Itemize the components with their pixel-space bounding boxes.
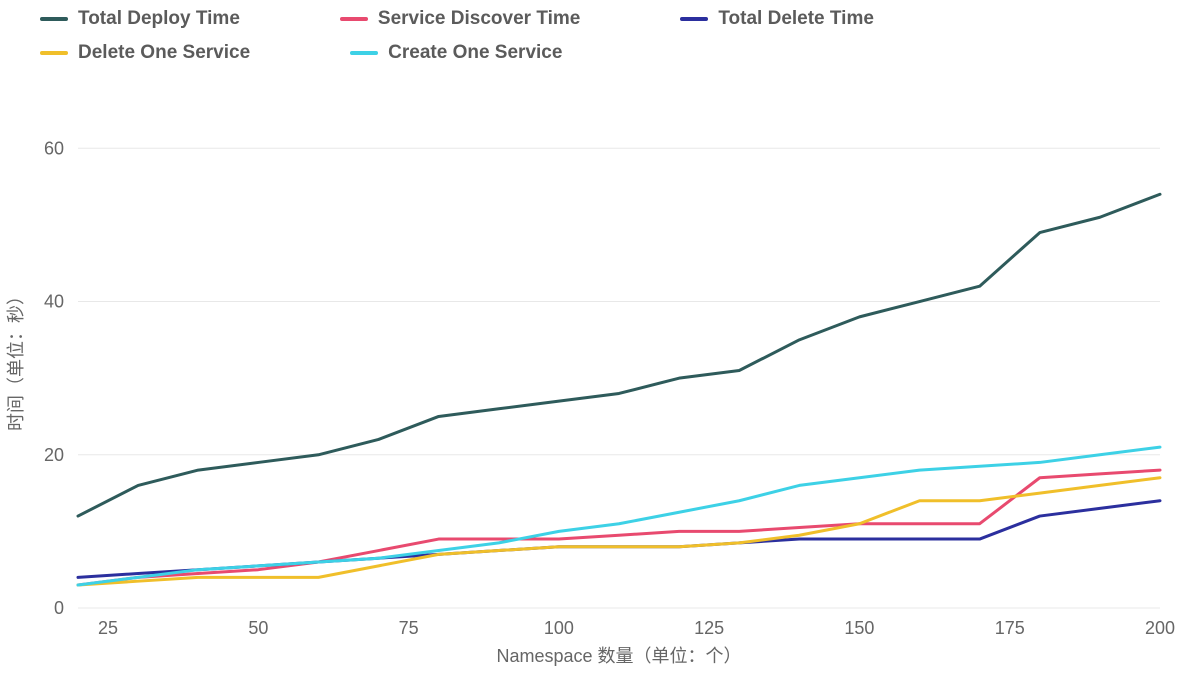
legend-label: Total Delete Time <box>718 8 874 30</box>
legend-swatch <box>40 51 68 55</box>
legend-item-delete-one-service[interactable]: Delete One Service <box>40 42 250 64</box>
series-line[interactable] <box>78 447 1160 585</box>
legend-swatch <box>350 51 378 55</box>
legend-item-total-delete-time[interactable]: Total Delete Time <box>680 8 874 30</box>
chart-container: Total Deploy Time Service Discover Time … <box>0 0 1178 678</box>
x-tick-label: 175 <box>995 618 1025 638</box>
series-line[interactable] <box>78 194 1160 516</box>
legend-swatch <box>40 17 68 21</box>
legend-item-create-one-service[interactable]: Create One Service <box>350 42 562 64</box>
legend-row-2: Delete One Service Create One Service <box>40 42 1138 64</box>
x-tick-label: 75 <box>399 618 419 638</box>
plot-area-wrap: 25 50 75 100 125 150 175 200 0 20 40 60 Namespace … <box>0 90 1178 678</box>
x-tick-label: 150 <box>844 618 874 638</box>
y-axis-label: 时间（单位：秒） <box>6 287 26 431</box>
legend-item-total-deploy-time[interactable]: Total Deploy Time <box>40 8 240 30</box>
legend-row-1: Total Deploy Time Service Discover Time … <box>40 8 1138 30</box>
x-tick-label: 25 <box>98 618 118 638</box>
legend-swatch <box>340 17 368 21</box>
y-tick-label: 60 <box>44 138 64 158</box>
legend-label: Service Discover Time <box>378 8 580 30</box>
x-axis-label: Namespace 数量（单位：个） <box>496 646 741 666</box>
legend-label: Delete One Service <box>78 42 250 64</box>
y-tick-label: 40 <box>44 292 64 312</box>
legend-item-service-discover-time[interactable]: Service Discover Time <box>340 8 580 30</box>
legend: Total Deploy Time Service Discover Time … <box>0 0 1178 76</box>
x-tick-label: 125 <box>694 618 724 638</box>
series-group <box>78 194 1160 585</box>
y-tick-label: 20 <box>44 445 64 465</box>
legend-swatch <box>680 17 708 21</box>
x-tick-label: 50 <box>248 618 268 638</box>
legend-label: Create One Service <box>388 42 562 64</box>
legend-label: Total Deploy Time <box>78 8 240 30</box>
x-axis-group: 25 50 75 100 125 150 175 200 <box>98 618 1175 638</box>
line-chart-svg: 25 50 75 100 125 150 175 200 0 20 40 60 Namespace … <box>0 90 1178 678</box>
x-tick-label: 200 <box>1145 618 1175 638</box>
grid-group <box>78 148 1160 608</box>
y-tick-label: 0 <box>54 598 64 618</box>
x-tick-label: 100 <box>544 618 574 638</box>
y-axis-group: 0 20 40 60 <box>44 138 64 618</box>
